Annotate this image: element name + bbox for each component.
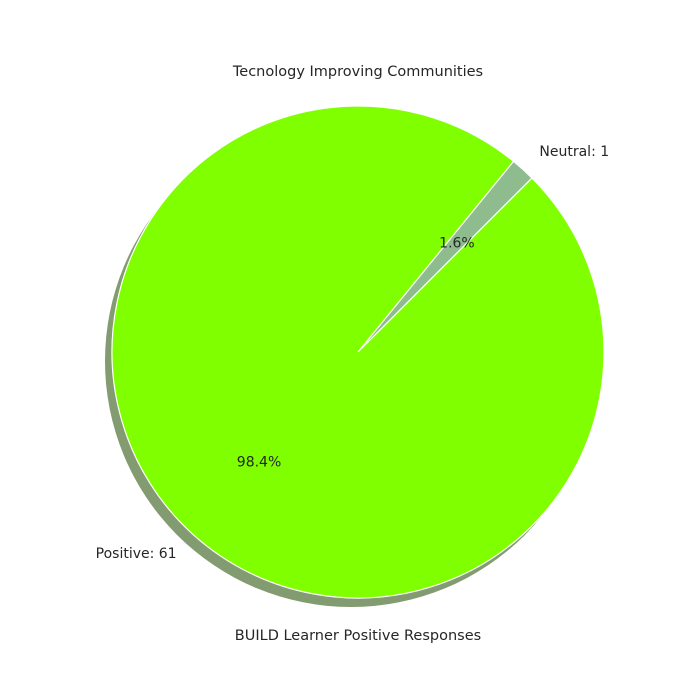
slice-percent-label: 98.4% [237,455,281,471]
slice-percent-label: 1.6% [439,235,475,251]
slice-label: Neutral: 1 [539,144,609,160]
pie-labels: Neutral: 1 1.6% Positive: 61 98.4% [96,144,610,562]
slice-label: Positive: 61 [96,546,177,562]
x-axis-label: BUILD Learner Positive Responses [235,628,481,644]
pie-slices [111,105,605,599]
chart-title: Tecnology Improving Communities [232,64,483,80]
pie-slice [111,105,605,599]
